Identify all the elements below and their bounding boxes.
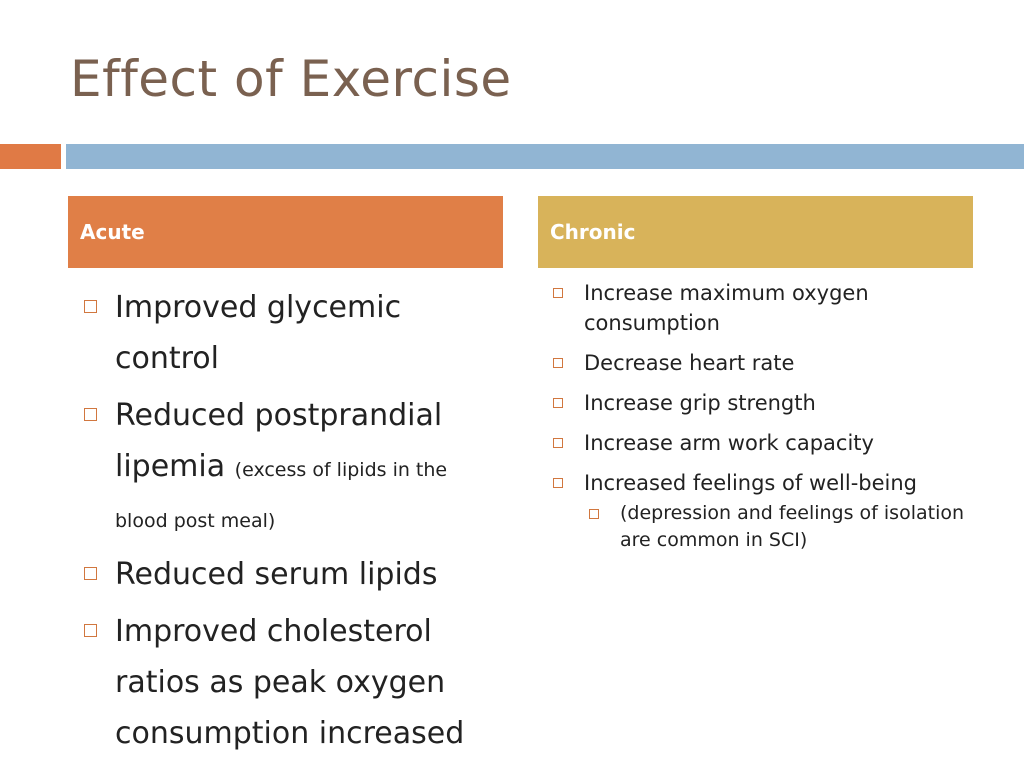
list-item: Reduced postprandial lipemia (excess of … bbox=[80, 390, 500, 543]
list-item-text: Improved glycemic control bbox=[115, 290, 402, 376]
list-item-text: Reduced postprandial lipemia bbox=[115, 398, 443, 484]
list-item: Increase grip strength bbox=[548, 388, 968, 418]
acute-header: Acute bbox=[68, 196, 503, 268]
list-item: Increase arm work capacity bbox=[548, 428, 968, 458]
list-item-text: Increased feelings of well-being bbox=[584, 471, 918, 495]
chronic-list: Increase maximum oxygen consumption Decr… bbox=[548, 278, 968, 564]
list-item-text: Increase grip strength bbox=[584, 391, 816, 415]
list-item-text: Increase arm work capacity bbox=[584, 431, 874, 455]
square-bullet-icon bbox=[553, 478, 563, 488]
square-bullet-icon bbox=[84, 300, 97, 313]
sub-list-item: (depression and feelings of isolation ar… bbox=[548, 500, 968, 554]
list-item-text: Increase maximum oxygen consumption bbox=[584, 281, 869, 335]
list-item: Decrease heart rate bbox=[548, 348, 968, 378]
square-bullet-icon bbox=[553, 398, 563, 408]
chronic-header-label: Chronic bbox=[550, 220, 636, 244]
list-item: Reduced serum lipids bbox=[80, 549, 500, 600]
square-bullet-icon bbox=[84, 408, 97, 421]
acute-header-label: Acute bbox=[80, 220, 145, 244]
acute-list: Improved glycemic control Reduced postpr… bbox=[80, 282, 500, 765]
square-bullet-icon bbox=[553, 288, 563, 298]
accent-bar-blue bbox=[66, 144, 1024, 169]
list-item: Improved glycemic control bbox=[80, 282, 500, 384]
slide-title: Effect of Exercise bbox=[70, 50, 512, 108]
square-bullet-icon bbox=[84, 567, 97, 580]
sub-list-item-text: (depression and feelings of isolation ar… bbox=[620, 502, 965, 551]
accent-bar-orange bbox=[0, 144, 61, 169]
square-bullet-icon bbox=[553, 438, 563, 448]
list-item: Improved cholesterol ratios as peak oxyg… bbox=[80, 606, 500, 759]
list-item-text: Improved cholesterol ratios as peak oxyg… bbox=[115, 614, 465, 751]
list-item: Increase maximum oxygen consumption bbox=[548, 278, 968, 338]
square-bullet-icon bbox=[553, 358, 563, 368]
list-item-text: Decrease heart rate bbox=[584, 351, 795, 375]
list-item-text: Reduced serum lipids bbox=[115, 557, 438, 592]
square-bullet-icon bbox=[84, 624, 97, 637]
chronic-header: Chronic bbox=[538, 196, 973, 268]
square-bullet-icon bbox=[589, 509, 599, 519]
list-item: Increased feelings of well-being bbox=[548, 468, 968, 498]
list-item-note: (excess of lipids in the blood post meal… bbox=[115, 459, 448, 532]
